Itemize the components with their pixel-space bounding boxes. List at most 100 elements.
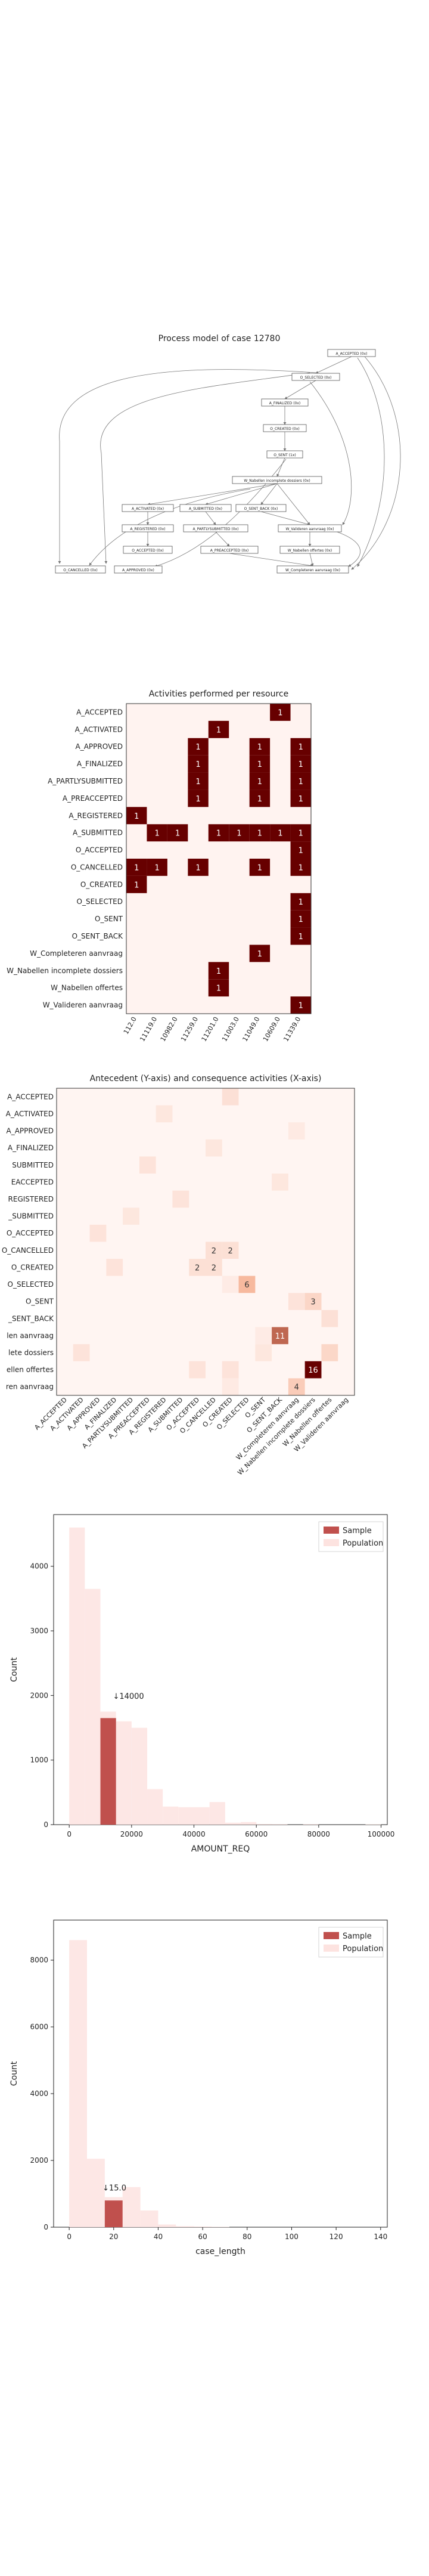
heatmap1-cell-label: 1: [299, 933, 303, 942]
heatmap1-col-label: 11259.0: [179, 1015, 200, 1043]
heatmap1-cell: [249, 824, 271, 842]
process-node-box: [278, 524, 342, 532]
hist1-x-tick-label: 100000: [368, 1830, 395, 1838]
hist1-y-tick-label: 4000: [30, 1562, 48, 1571]
heatmap1-cell: [290, 738, 311, 756]
heatmap1-cell-label: 1: [299, 898, 303, 907]
heatmap2-row-label: O_ACCEPTED: [7, 1229, 54, 1237]
heatmap2-cell: [238, 1275, 256, 1293]
process-edge: [205, 483, 278, 506]
heatmap2-cell-label: 4: [294, 1383, 299, 1392]
heatmap2-cell-label: 2: [212, 1264, 216, 1272]
hist1-y-tick-label: 1000: [30, 1756, 48, 1764]
heatmap2-cell-label: 2: [228, 1247, 233, 1256]
heatmap1-col-label: 11049.0: [241, 1015, 261, 1043]
heatmap1-cell: [188, 738, 209, 756]
heatmap2-row-label: O_SENT: [26, 1298, 54, 1306]
process-node-box: [276, 565, 349, 574]
heatmap1-cell: [270, 704, 291, 721]
process-node-label: A_ACCEPTED (0x): [336, 352, 368, 356]
heatmap1-cell: [229, 824, 250, 842]
hist1-population-bar: [178, 1807, 194, 1825]
heatmap1-cell: [290, 772, 311, 790]
heatmap2-row-label: _SENT_BACK: [8, 1314, 54, 1323]
heatmap1-frame: [126, 703, 312, 1014]
heatmap1-cell-label: 1: [216, 967, 221, 976]
process-node-box: [183, 524, 248, 532]
heatmap1-cell: [290, 755, 311, 773]
heatmap2-cell: [272, 1174, 288, 1191]
heatmap2-title: Antecedent (Y-axis) and consequence acti…: [90, 1074, 322, 1083]
heatmap2-row-label: EACCEPTED: [11, 1178, 54, 1186]
heatmap2-row-label: A_ACCEPTED: [7, 1092, 54, 1101]
hist1-x-tick-label: 40000: [182, 1830, 205, 1838]
hist2-legend-swatch-sample: [324, 1932, 339, 1939]
heatmap2-frame: [56, 1088, 355, 1396]
heatmap2-cell-label: 16: [308, 1366, 318, 1375]
hist1-population-bar: [209, 1802, 225, 1825]
heatmap1-cell: [208, 720, 229, 738]
heatmap1-row-label: O_ACCEPTED: [76, 846, 123, 854]
heatmap2-cell: [255, 1344, 272, 1361]
heatmap1-row-label: A_ACTIVATED: [75, 725, 123, 733]
hist2-y-tick-label: 2000: [30, 2156, 48, 2165]
process-node-label: A_FINALIZED (0x): [269, 401, 301, 405]
heatmap1-cell-label: 1: [155, 863, 160, 872]
heatmap1-cell: [270, 824, 291, 842]
process-node-box: [55, 565, 106, 574]
hist1-legend-label: Sample: [343, 1527, 372, 1535]
heatmap1-cell: [208, 962, 229, 980]
process-edge: [333, 530, 361, 567]
hist2-population-bar: [176, 2226, 194, 2227]
hist2-x-tick-label: 40: [154, 2233, 163, 2241]
heatmap2-cell: [89, 1224, 107, 1242]
process-node-label: W_Completeren aanvraag (0x): [285, 568, 340, 572]
heatmap1-cell-label: 1: [299, 847, 303, 856]
heatmap2-cell: [272, 1327, 288, 1345]
hist1-x-tick-label: 60000: [245, 1830, 268, 1838]
heatmap2-cell: [206, 1241, 222, 1259]
process-node-box: [122, 524, 174, 532]
heatmap2-cell: [222, 1378, 239, 1395]
process-node-box: [200, 546, 259, 554]
heatmap1-cell: [249, 859, 271, 876]
heatmap2-cell-label: 2: [195, 1264, 200, 1272]
heatmap1-cell: [147, 859, 167, 876]
heatmap1-title: Activities performed per resource: [149, 689, 288, 699]
heatmap2-cell: [206, 1139, 222, 1157]
process-node-box: [266, 450, 303, 459]
heatmap1-col-label: 11339.0: [282, 1015, 302, 1043]
heatmap1-row-label: W_Nabellen offertes: [51, 984, 123, 992]
heatmap1-row-label: O_SENT: [95, 915, 123, 923]
hist1-population-bar: [256, 1823, 272, 1825]
heatmap1-cell: [290, 824, 311, 842]
heatmap1-cell: [290, 927, 311, 945]
caselength-histogram: ↓15.0 0 20 40 60 80 100 120 140 0 2000 4000 6000 8000…: [10, 1919, 388, 2256]
process-edge: [100, 372, 310, 564]
heatmap2-cell: [255, 1327, 272, 1345]
process-edge: [147, 483, 278, 506]
heatmap1-cell-label: 1: [195, 743, 200, 752]
heatmap1-row-label: O_SELECTED: [77, 897, 123, 906]
heatmap1-cell: [290, 910, 311, 928]
hist1-population-bar: [69, 1527, 85, 1825]
heatmap1-row-label: W_Nabellen incomplete dossiers: [7, 967, 123, 975]
heatmap2-cell: [288, 1122, 305, 1140]
heatmap1-cell-label: 1: [134, 812, 139, 821]
heatmap1-cell: [126, 807, 147, 825]
process-model-diagram: Process model of case 12780 A_ACCEPTED (…: [55, 334, 401, 574]
hist2-x-tick-label: 80: [243, 2233, 251, 2241]
hist1-population-bar: [147, 1789, 163, 1825]
process-node-box: [291, 373, 340, 381]
heatmap1-cell-label: 1: [299, 795, 303, 804]
heatmap1-col-label: 11201.0: [200, 1015, 220, 1043]
hist1-annotation: ↓14000: [113, 1692, 144, 1701]
heatmap2-cell: [123, 1208, 139, 1225]
hist1-population-bar: [116, 1721, 132, 1825]
process-node-label: O_SENT_BACK (0x): [244, 507, 278, 511]
heatmap1-cell-label: 1: [257, 760, 262, 769]
hist2-x-tick-label: 140: [374, 2233, 387, 2241]
heatmap1-cell: [290, 996, 311, 1014]
hist2-x-tick-label: 0: [67, 2233, 72, 2241]
heatmap2-cell: [106, 1259, 123, 1276]
